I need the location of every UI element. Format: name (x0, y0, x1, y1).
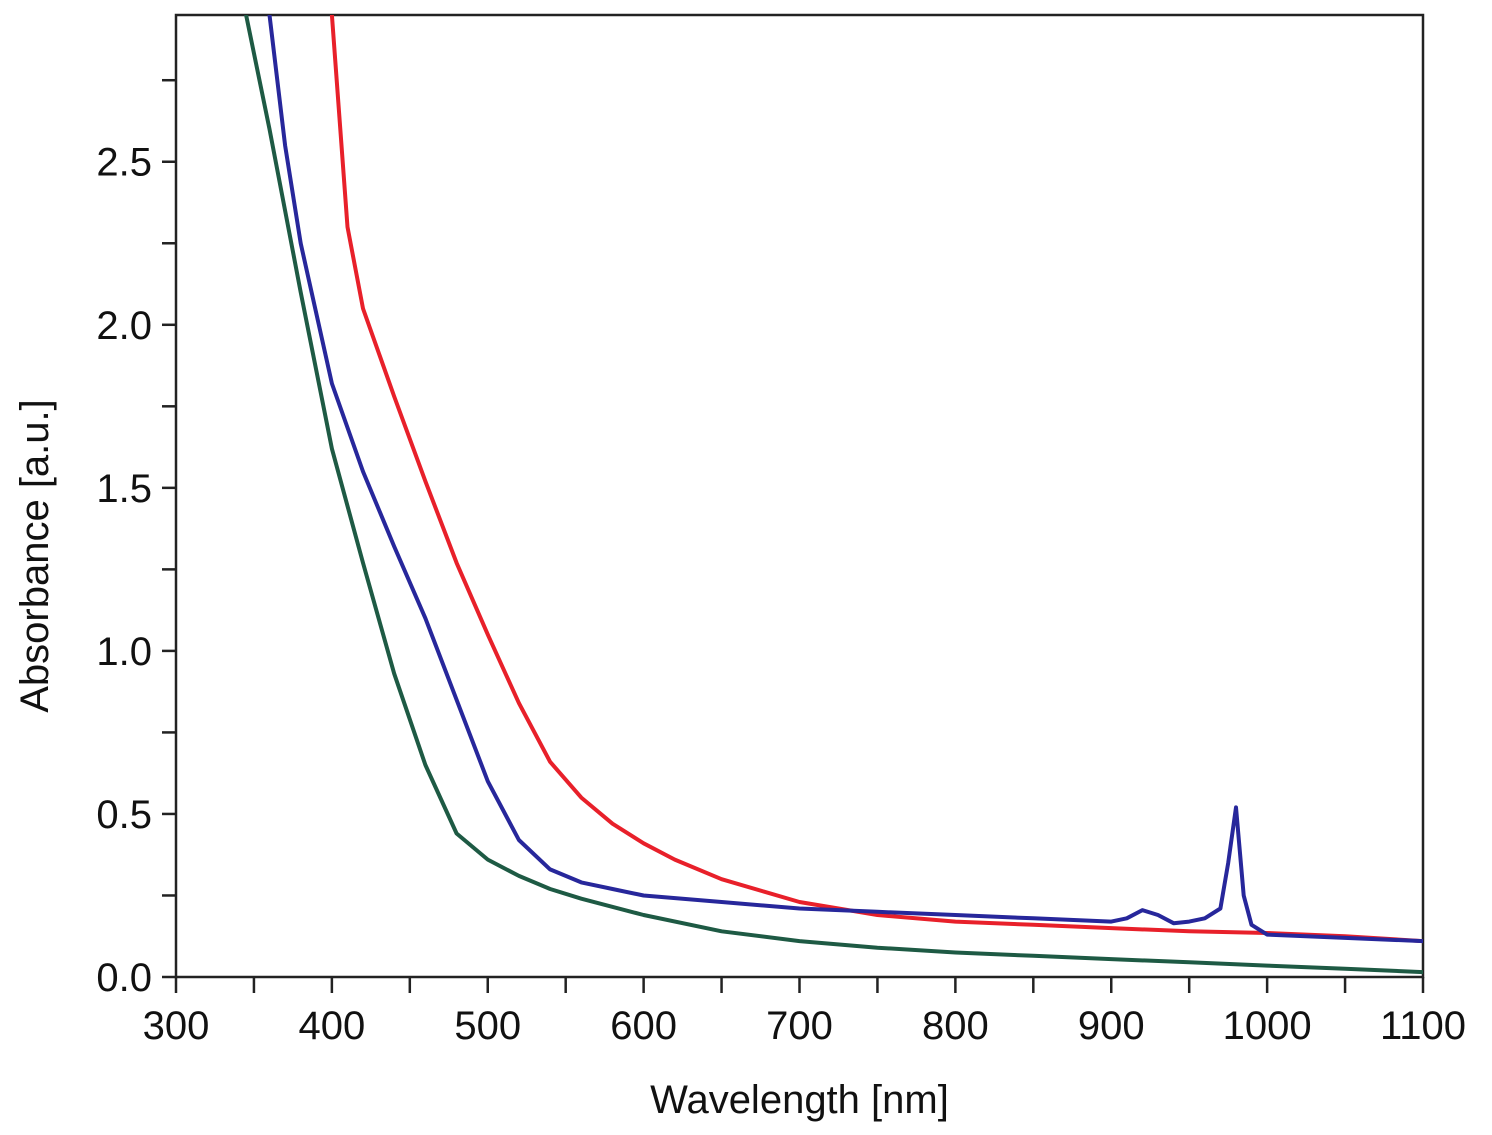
x-axis-title: Wavelength [nm] (650, 1078, 949, 1122)
x-tick-label: 800 (922, 1004, 989, 1048)
series-layer (244, 15, 1423, 975)
x-tick-label: 600 (610, 1004, 677, 1048)
y-tick-label: 2.5 (96, 141, 152, 185)
x-axis-ticks: 300 400 500 600 700 800 900 1000 1100 (143, 977, 1466, 1048)
y-tick-label: 0.5 (96, 793, 152, 837)
y-tick-label: 2.0 (96, 304, 152, 348)
x-tick-label: 900 (1078, 1004, 1145, 1048)
red-series-line (329, 15, 1423, 944)
x-tick-label: 300 (143, 1004, 210, 1048)
y-tick-label: 1.5 (96, 467, 152, 511)
x-tick-label: 1000 (1223, 1004, 1312, 1048)
plot-frame (174, 13, 1425, 979)
y-tick-label: 0.0 (96, 956, 152, 1000)
y-axis-title: Absorbance [a.u.] (13, 399, 57, 713)
x-tick-label: 1100 (1380, 1004, 1466, 1048)
x-tick-label: 700 (766, 1004, 833, 1048)
x-tick-label: 400 (299, 1004, 366, 1048)
x-tick-label: 500 (454, 1004, 521, 1048)
green-series-line (244, 15, 1423, 975)
y-axis-ticks: 0.0 0.5 1.0 1.5 2.0 2.5 (96, 78, 176, 1000)
y-tick-label: 1.0 (96, 630, 152, 674)
blue-series-line (267, 15, 1423, 944)
